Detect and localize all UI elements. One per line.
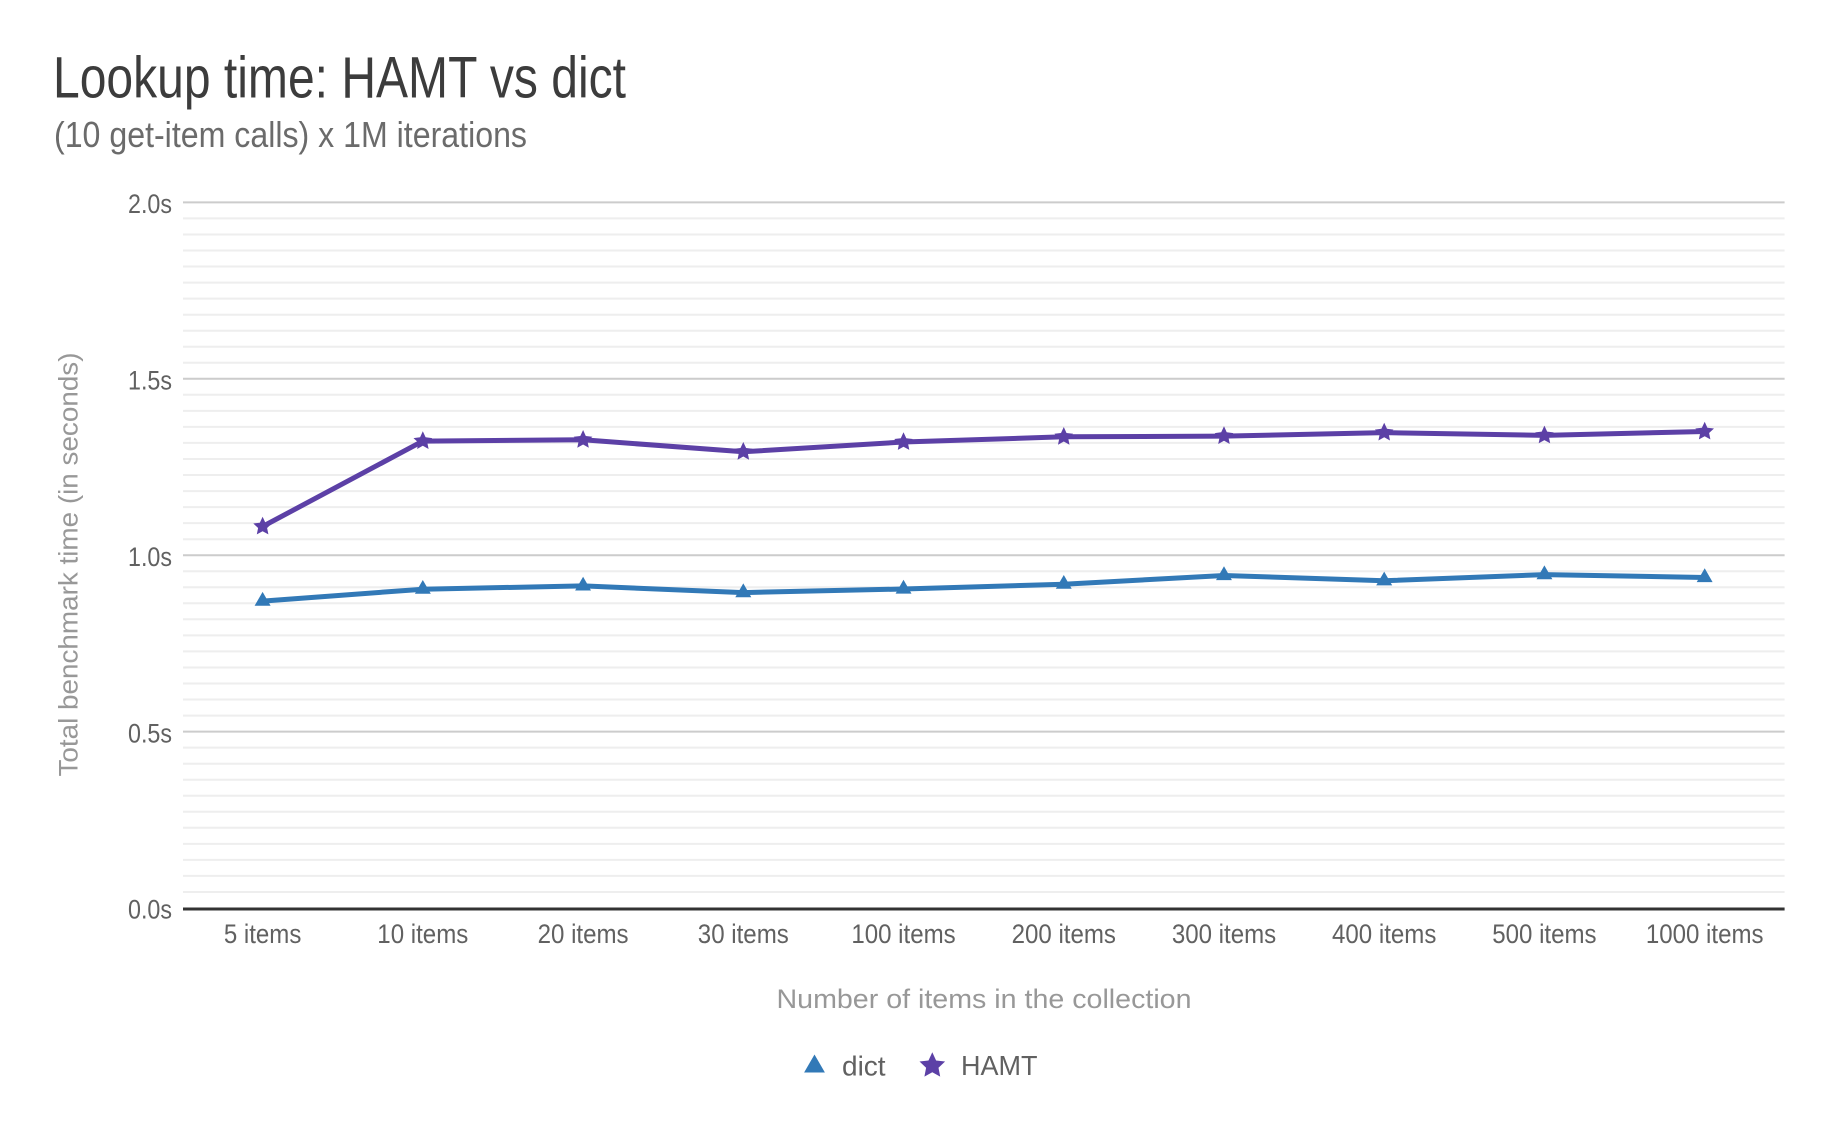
- svg-text:0.0s: 0.0s: [128, 895, 172, 925]
- svg-text:1000 items: 1000 items: [1646, 919, 1764, 949]
- svg-text:1.5s: 1.5s: [128, 366, 172, 396]
- svg-text:5 items: 5 items: [224, 919, 302, 949]
- svg-text:Lookup time: HAMT vs dict: Lookup time: HAMT vs dict: [53, 45, 626, 110]
- svg-text:2.0s: 2.0s: [128, 189, 172, 219]
- svg-text:dict: dict: [842, 1051, 886, 1082]
- svg-text:Total benchmark time (in secon: Total benchmark time (in seconds): [54, 353, 84, 777]
- svg-text:400 items: 400 items: [1332, 919, 1436, 949]
- svg-text:300 items: 300 items: [1172, 919, 1276, 949]
- svg-text:20 items: 20 items: [538, 919, 629, 949]
- svg-text:10 items: 10 items: [377, 919, 468, 949]
- svg-text:500 items: 500 items: [1492, 919, 1596, 949]
- svg-text:1.0s: 1.0s: [128, 542, 172, 572]
- svg-text:HAMT: HAMT: [961, 1050, 1038, 1081]
- svg-text:30 items: 30 items: [698, 919, 789, 949]
- svg-text:200 items: 200 items: [1012, 919, 1116, 949]
- svg-text:0.5s: 0.5s: [128, 718, 172, 748]
- svg-text:Number of items in the collect: Number of items in the collection: [777, 984, 1192, 1014]
- svg-text:100 items: 100 items: [851, 919, 955, 949]
- svg-text:(10 get-item calls) x 1M itera: (10 get-item calls) x 1M iterations: [54, 114, 527, 155]
